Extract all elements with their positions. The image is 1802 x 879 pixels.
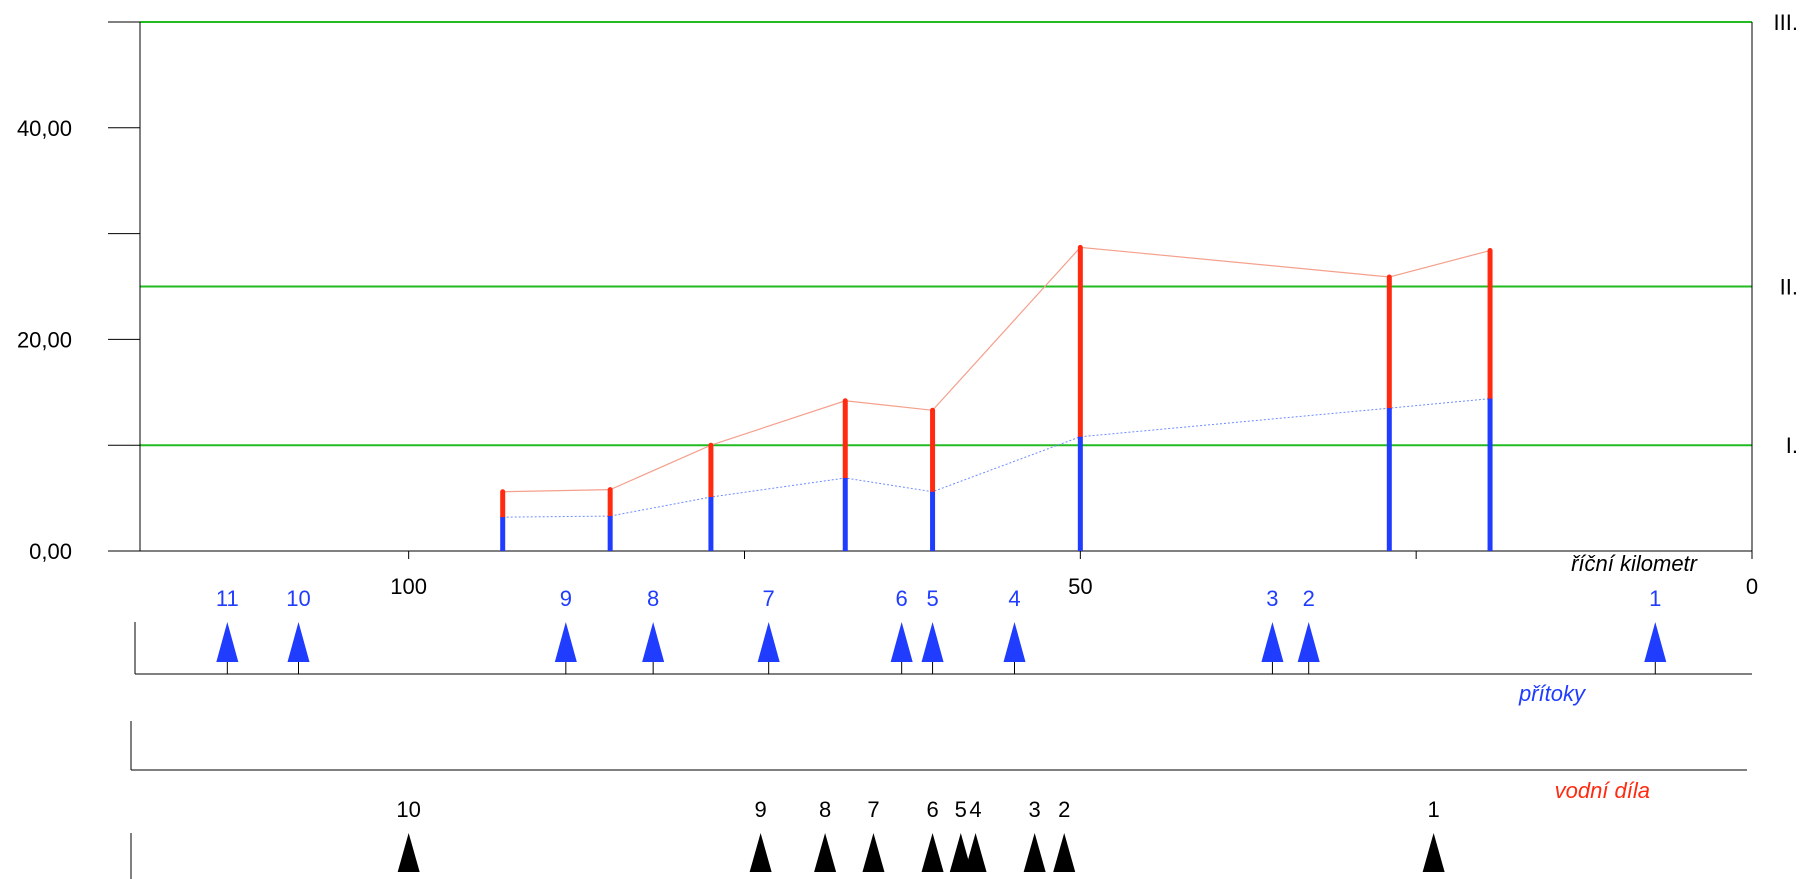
works-marker-label: 4 xyxy=(969,797,981,822)
threshold-label: III. xyxy=(1774,10,1798,35)
y-tick-label: 0,00 xyxy=(29,539,72,564)
tributary-marker xyxy=(757,622,780,662)
tributary-marker-label: 8 xyxy=(647,586,659,611)
tributary-marker-label: 1 xyxy=(1649,586,1661,611)
works-marker xyxy=(921,833,944,872)
tributary-marker xyxy=(1644,622,1667,662)
x-axis-title: říční kilometr xyxy=(1571,551,1699,576)
upper-trend-line xyxy=(502,246,1491,493)
tributary-marker-label: 5 xyxy=(926,586,938,611)
tributary-marker xyxy=(287,622,310,662)
tributary-marker xyxy=(554,622,577,662)
works-marker-label: 8 xyxy=(819,797,831,822)
tributary-marker xyxy=(1297,622,1320,662)
lower-trend-line xyxy=(502,398,1491,518)
tributary-marker-label: 10 xyxy=(286,586,310,611)
works-marker-label: 1 xyxy=(1428,797,1440,822)
works-marker-label: 10 xyxy=(396,797,420,822)
works-marker-label: 2 xyxy=(1058,797,1070,822)
works-marker xyxy=(862,833,885,872)
works-marker xyxy=(949,833,972,872)
tributary-marker xyxy=(642,622,665,662)
y-tick-label: 20,00 xyxy=(17,327,72,352)
works-marker-label: 7 xyxy=(867,797,879,822)
threshold-label: I. xyxy=(1786,433,1798,458)
tributary-marker-label: 9 xyxy=(560,586,572,611)
works-marker-label: 5 xyxy=(955,797,967,822)
tributary-marker-label: 3 xyxy=(1266,586,1278,611)
works-marker-label: 3 xyxy=(1029,797,1041,822)
works-marker-label: 6 xyxy=(926,797,938,822)
x-tick-label: 50 xyxy=(1068,574,1092,599)
works-marker xyxy=(749,833,772,872)
tributary-marker xyxy=(1261,622,1284,662)
x-tick-label: 0 xyxy=(1746,574,1758,599)
works-track-label: vodní díla xyxy=(1555,778,1650,803)
tributary-marker-label: 11 xyxy=(216,586,239,611)
tributary-marker xyxy=(890,622,913,662)
works-marker xyxy=(814,833,837,872)
tributary-marker xyxy=(1003,622,1026,662)
works-marker xyxy=(1422,833,1445,872)
works-marker xyxy=(964,833,987,872)
works-marker-label: 9 xyxy=(754,797,766,822)
tributary-marker-label: 7 xyxy=(763,586,775,611)
tributary-marker-label: 6 xyxy=(896,586,908,611)
tributary-marker xyxy=(216,622,239,662)
works-marker xyxy=(1023,833,1046,872)
tributary-marker xyxy=(921,622,944,662)
tributary-marker-label: 4 xyxy=(1008,586,1020,611)
threshold-label: II. xyxy=(1780,275,1798,300)
works-marker xyxy=(1053,833,1076,872)
x-tick-label: 100 xyxy=(390,574,427,599)
y-tick-label: 40,00 xyxy=(17,116,72,141)
tributary-marker-label: 2 xyxy=(1303,586,1315,611)
tributary-track-label: přítoky xyxy=(1518,681,1587,706)
works-marker xyxy=(397,833,420,872)
